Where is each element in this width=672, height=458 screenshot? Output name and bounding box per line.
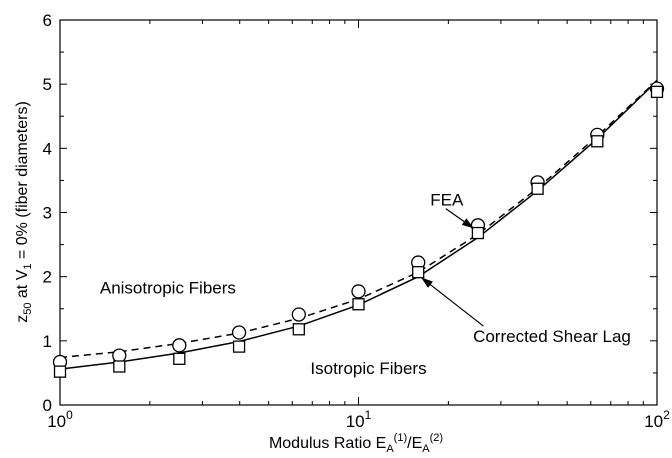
square-marker [232,340,246,353]
square-marker [352,298,365,311]
y-tick-label: 1 [43,332,52,351]
x-axis-title: Modulus Ratio EA(1)/EA(2) [269,432,443,455]
y-axis-title: z50 at V1 = 0% (fiber diameters) [14,101,34,323]
annotations: FEA Corrected Shear Lag Anisotropic Fibers… [100,190,631,378]
x-tick-label: 101 [346,408,372,431]
y-tick-label: 2 [43,268,52,287]
circle-marker [112,348,127,363]
circle-marker [172,338,187,353]
square-marker [531,182,544,195]
annotation-anisotropic-fibers: Anisotropic Fibers [100,278,236,297]
y-tick-label: 0 [43,396,52,415]
circle-marker [291,307,306,322]
x-tick-label: 102 [644,408,670,431]
square-marker [650,85,664,99]
dashed-curve [59,79,658,359]
square-marker [292,323,305,336]
x-tick-label: 100 [47,408,73,431]
y-tick-label: 5 [43,75,52,94]
solid-curve [59,80,658,370]
square-marker [113,360,126,373]
annotation-corrected-shear-lag: Corrected Shear Lag [473,327,631,346]
circle-marker [351,284,366,299]
y-tick-label: 6 [43,11,52,30]
markers [52,81,665,378]
annotation-arrow-corrected-shear-lag [421,277,484,327]
circle-marker [231,325,247,340]
annotation-isotropic-fibers: Isotropic Fibers [310,359,426,378]
ticks: 0 1 2 3 4 5 6 100 101 102 [43,11,671,431]
y-tick-label: 4 [43,139,52,158]
square-marker [173,352,186,365]
square-marker [591,135,604,148]
annotation-fea: FEA [430,190,464,209]
annotation-arrow-fea [445,208,474,229]
curves [59,79,658,370]
square-marker [412,266,425,279]
y-tick-label: 3 [43,204,52,223]
square-marker [53,365,67,378]
square-marker [471,226,485,240]
